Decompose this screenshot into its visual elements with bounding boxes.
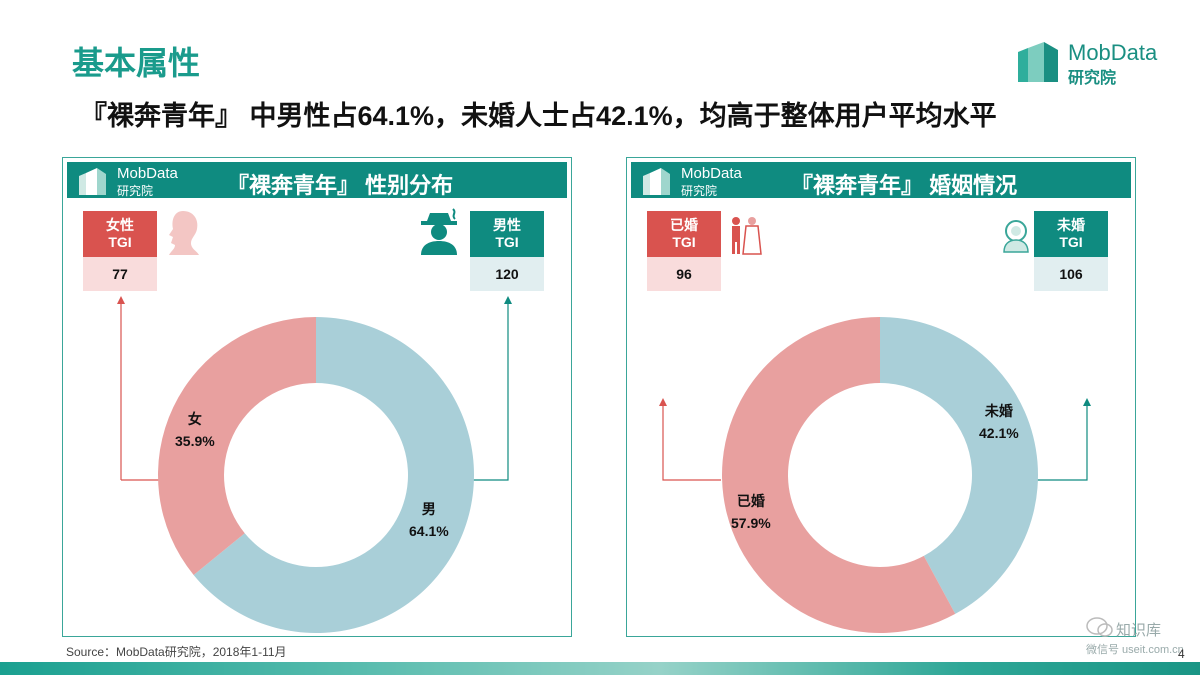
gender-donut <box>158 317 474 633</box>
donut-slice-0 <box>193 317 474 633</box>
couple-icon <box>732 217 762 255</box>
headline: 『裸奔青年』 中男性占64.1%，未婚人士占42.1%，均高于整体用户平均水平 <box>80 101 997 131</box>
page-number: 4 <box>1178 647 1185 661</box>
chart-title: 『裸奔青年』 婚姻情况 <box>791 173 1018 198</box>
brand-name: MobData <box>1068 40 1158 65</box>
slice-label-single: 未婚 42.1% <box>979 400 1019 444</box>
brand-sub: 研究院 <box>1068 70 1117 87</box>
slice-label-male: 男 64.1% <box>409 498 449 542</box>
slice-name: 已婚 <box>736 493 765 509</box>
tgi-value: 77 <box>83 257 157 291</box>
tgi-label: 男性 <box>493 217 521 233</box>
single-person-icon <box>1003 220 1029 253</box>
man-with-hat-icon <box>421 208 457 255</box>
watermark-sub: 微信号 useit.com.cn <box>1086 644 1184 656</box>
tgi-box-female: 女性 TGI 77 <box>83 211 157 291</box>
marriage-donut <box>722 317 1038 633</box>
page-title: 基本属性 <box>72 45 201 81</box>
tgi-sub: TGI <box>495 234 519 250</box>
tgi-value: 96 <box>647 257 721 291</box>
bottom-stripe <box>0 662 1200 675</box>
tgi-box-single: 未婚 TGI 106 <box>1034 211 1108 291</box>
panel-header: MobData 研究院 『裸奔青年』 婚姻情况 <box>631 162 1131 198</box>
tgi-label: 已婚 <box>670 217 698 233</box>
building-logo-icon <box>79 168 106 195</box>
gender-panel: MobData 研究院 『裸奔青年』 性别分布 女性 TGI 77 男性 TGI… <box>62 157 572 637</box>
tgi-sub: TGI <box>108 234 132 250</box>
tgi-box-married: 已婚 TGI 96 <box>647 211 721 291</box>
chart-title: 『裸奔青年』 性别分布 <box>227 173 454 198</box>
source-note: Source：MobData研究院，2018年1-11月 <box>66 645 287 659</box>
panel-brand-name: MobData <box>681 165 742 182</box>
building-logo-icon <box>643 168 670 195</box>
tgi-value: 106 <box>1034 257 1108 291</box>
donut-slice-1 <box>158 317 316 575</box>
panel-brand-sub: 研究院 <box>681 184 718 198</box>
tgi-box-male: 男性 TGI 120 <box>470 211 544 291</box>
slice-value: 57.9% <box>731 515 771 531</box>
donut-slice-1 <box>722 317 956 633</box>
slice-label-female: 女 35.9% <box>175 408 215 452</box>
tgi-sub: TGI <box>672 234 696 250</box>
tgi-value: 120 <box>470 257 544 291</box>
donut-slice-0 <box>880 317 1038 614</box>
wechat-icon <box>1086 617 1113 637</box>
panel-brand-sub: 研究院 <box>117 184 154 198</box>
slice-value: 64.1% <box>409 523 449 539</box>
connector-lines <box>659 398 1091 481</box>
slice-value: 42.1% <box>979 425 1019 441</box>
building-logo-icon <box>1018 42 1058 82</box>
woman-silhouette-icon <box>169 211 199 255</box>
slice-name: 女 <box>187 411 202 427</box>
brand-logo: MobData 研究院 <box>1014 38 1164 87</box>
slice-name: 未婚 <box>984 403 1013 419</box>
slice-name: 男 <box>421 501 436 517</box>
tgi-label: 女性 <box>106 217 134 233</box>
marriage-panel: MobData 研究院 『裸奔青年』 婚姻情况 已婚 TGI 96 未婚 TGI… <box>626 157 1136 637</box>
tgi-sub: TGI <box>1059 234 1083 250</box>
slice-label-married: 已婚 57.9% <box>731 490 771 534</box>
panel-header: MobData 研究院 『裸奔青年』 性别分布 <box>67 162 567 198</box>
tgi-label: 未婚 <box>1057 217 1085 233</box>
watermark: 知识库 微信号 useit.com.cn <box>1086 616 1186 656</box>
watermark-title: 知识库 <box>1116 622 1162 639</box>
slice-value: 35.9% <box>175 433 215 449</box>
panel-brand-name: MobData <box>117 165 178 182</box>
